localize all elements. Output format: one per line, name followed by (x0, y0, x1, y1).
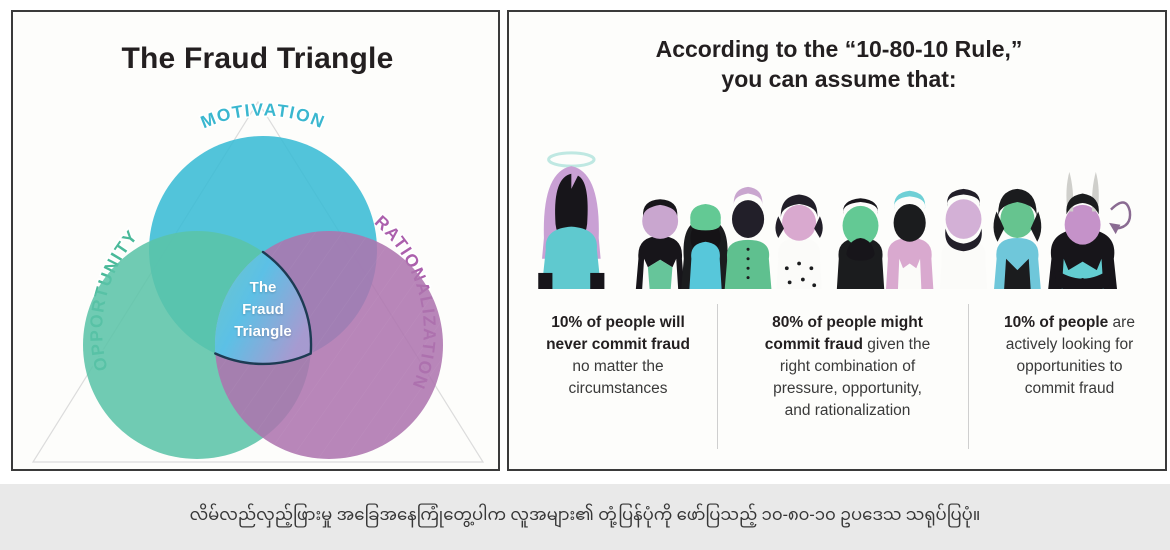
svg-text:MOTIVATION: MOTIVATION (198, 99, 329, 132)
